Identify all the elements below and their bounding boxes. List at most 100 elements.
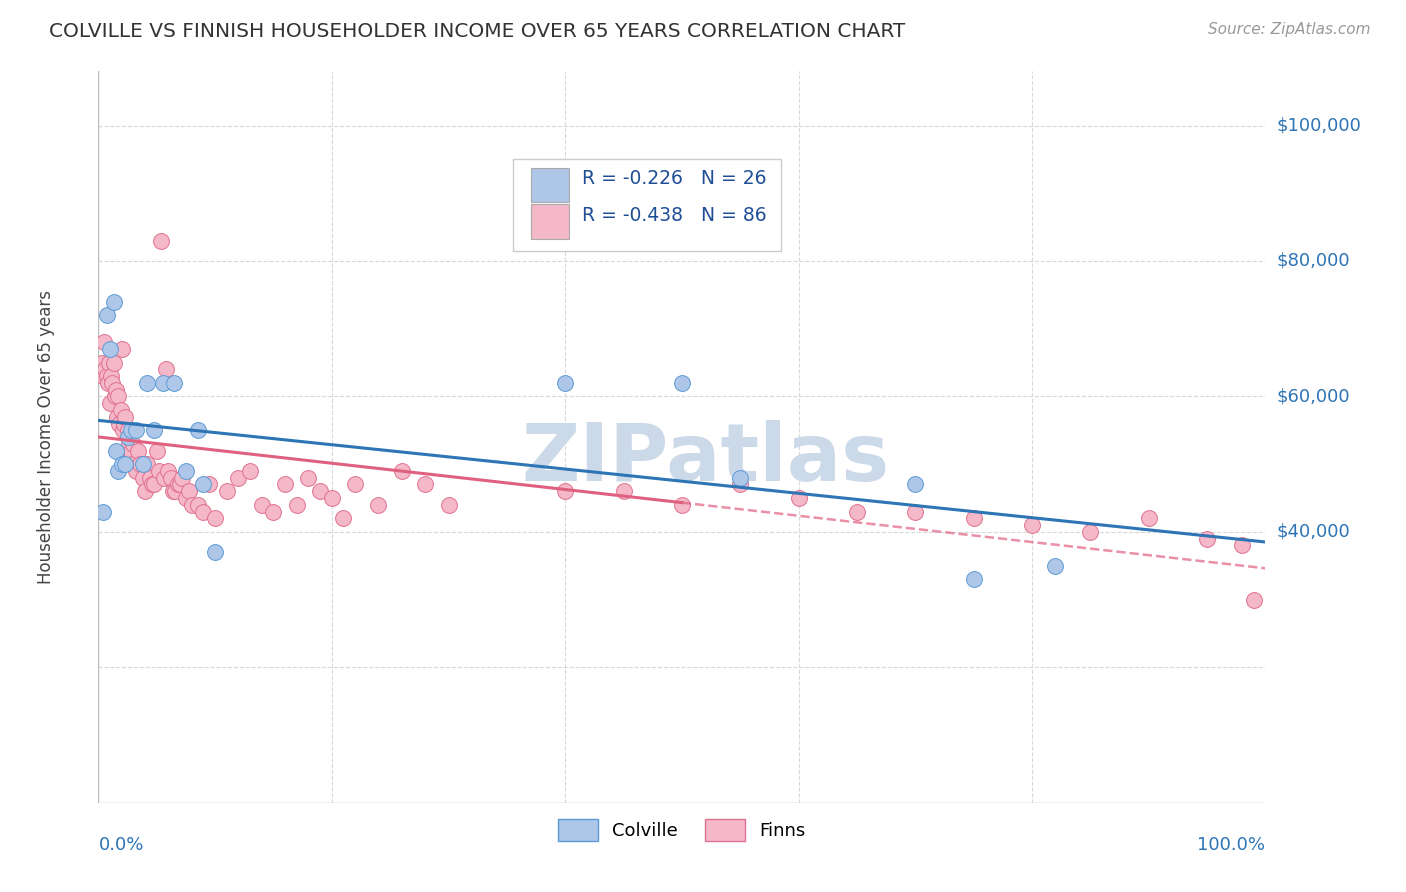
Point (174, 464, 197, 478)
Point (309, 484, 332, 499)
Text: COLVILLE VS FINNISH HOUSEHOLDER INCOME OVER 65 YEARS CORRELATION CHART: COLVILLE VS FINNISH HOUSEHOLDER INCOME O… (49, 22, 905, 41)
Point (1021, 518, 1043, 533)
Text: $60,000: $60,000 (1277, 387, 1350, 406)
Point (97, 376, 120, 390)
Point (671, 498, 693, 512)
Point (125, 464, 148, 478)
Point (148, 464, 170, 478)
Point (118, 430, 141, 444)
Point (787, 491, 810, 505)
Point (193, 505, 215, 519)
Point (139, 471, 162, 485)
Point (112, 417, 135, 431)
FancyBboxPatch shape (513, 159, 782, 251)
Point (250, 498, 273, 512)
Point (204, 545, 226, 559)
Point (904, 505, 927, 519)
Point (846, 505, 869, 519)
Point (114, 457, 136, 471)
Point (174, 491, 197, 505)
Point (96, 308, 118, 322)
Point (127, 443, 149, 458)
Point (169, 477, 191, 491)
Point (730, 471, 752, 485)
Point (108, 417, 131, 431)
Point (96, 369, 118, 384)
Point (152, 376, 174, 390)
Text: ZIPatlas: ZIPatlas (522, 420, 890, 498)
Point (146, 443, 169, 458)
Point (91, 505, 114, 519)
Point (132, 471, 155, 485)
Point (285, 498, 308, 512)
Text: $80,000: $80,000 (1277, 252, 1350, 270)
Text: 100.0%: 100.0% (1198, 836, 1265, 854)
Point (118, 437, 141, 451)
Point (1045, 558, 1067, 573)
Point (110, 403, 132, 417)
Point (122, 437, 145, 451)
Point (962, 572, 984, 586)
Point (262, 505, 284, 519)
Point (554, 484, 576, 499)
Point (90, 355, 112, 369)
Point (904, 477, 927, 491)
Point (129, 457, 152, 471)
Point (157, 464, 180, 478)
Point (91, 369, 114, 384)
Point (166, 477, 188, 491)
Point (204, 511, 226, 525)
Point (93, 335, 115, 350)
Point (98, 396, 121, 410)
Point (143, 477, 166, 491)
Point (117, 430, 139, 444)
Point (136, 457, 159, 471)
Legend: Colville, Finns: Colville, Finns (551, 812, 813, 848)
Point (134, 484, 156, 499)
FancyBboxPatch shape (531, 168, 568, 202)
Point (321, 491, 343, 505)
Point (187, 498, 209, 512)
Point (163, 376, 186, 390)
Point (179, 484, 201, 499)
Point (228, 471, 250, 485)
Point (332, 511, 354, 525)
Point (107, 464, 129, 478)
Point (100, 369, 122, 384)
Point (141, 477, 163, 491)
Point (367, 498, 389, 512)
FancyBboxPatch shape (531, 204, 568, 239)
Point (104, 443, 127, 458)
Point (105, 409, 128, 424)
Point (162, 484, 184, 499)
Point (120, 443, 142, 458)
Point (111, 342, 134, 356)
Point (1137, 511, 1160, 525)
Point (1080, 524, 1102, 539)
Point (120, 423, 142, 437)
Point (274, 477, 297, 491)
Point (1243, 592, 1265, 607)
Point (180, 498, 202, 512)
Point (115, 443, 138, 458)
Point (107, 389, 129, 403)
Text: R = -0.438   N = 86: R = -0.438 N = 86 (582, 206, 766, 225)
Point (962, 511, 984, 525)
Point (159, 471, 181, 485)
Point (391, 464, 413, 478)
Point (136, 376, 159, 390)
Point (152, 471, 174, 485)
Text: Householder Income Over 65 years: Householder Income Over 65 years (37, 290, 55, 584)
Point (125, 423, 148, 437)
Point (103, 355, 125, 369)
Point (554, 376, 576, 390)
Point (612, 484, 634, 499)
Point (198, 477, 221, 491)
Point (94, 362, 117, 376)
Point (155, 362, 177, 376)
Point (104, 389, 127, 403)
Point (117, 423, 139, 437)
Point (187, 423, 209, 437)
Point (98, 342, 121, 356)
Point (111, 423, 134, 437)
